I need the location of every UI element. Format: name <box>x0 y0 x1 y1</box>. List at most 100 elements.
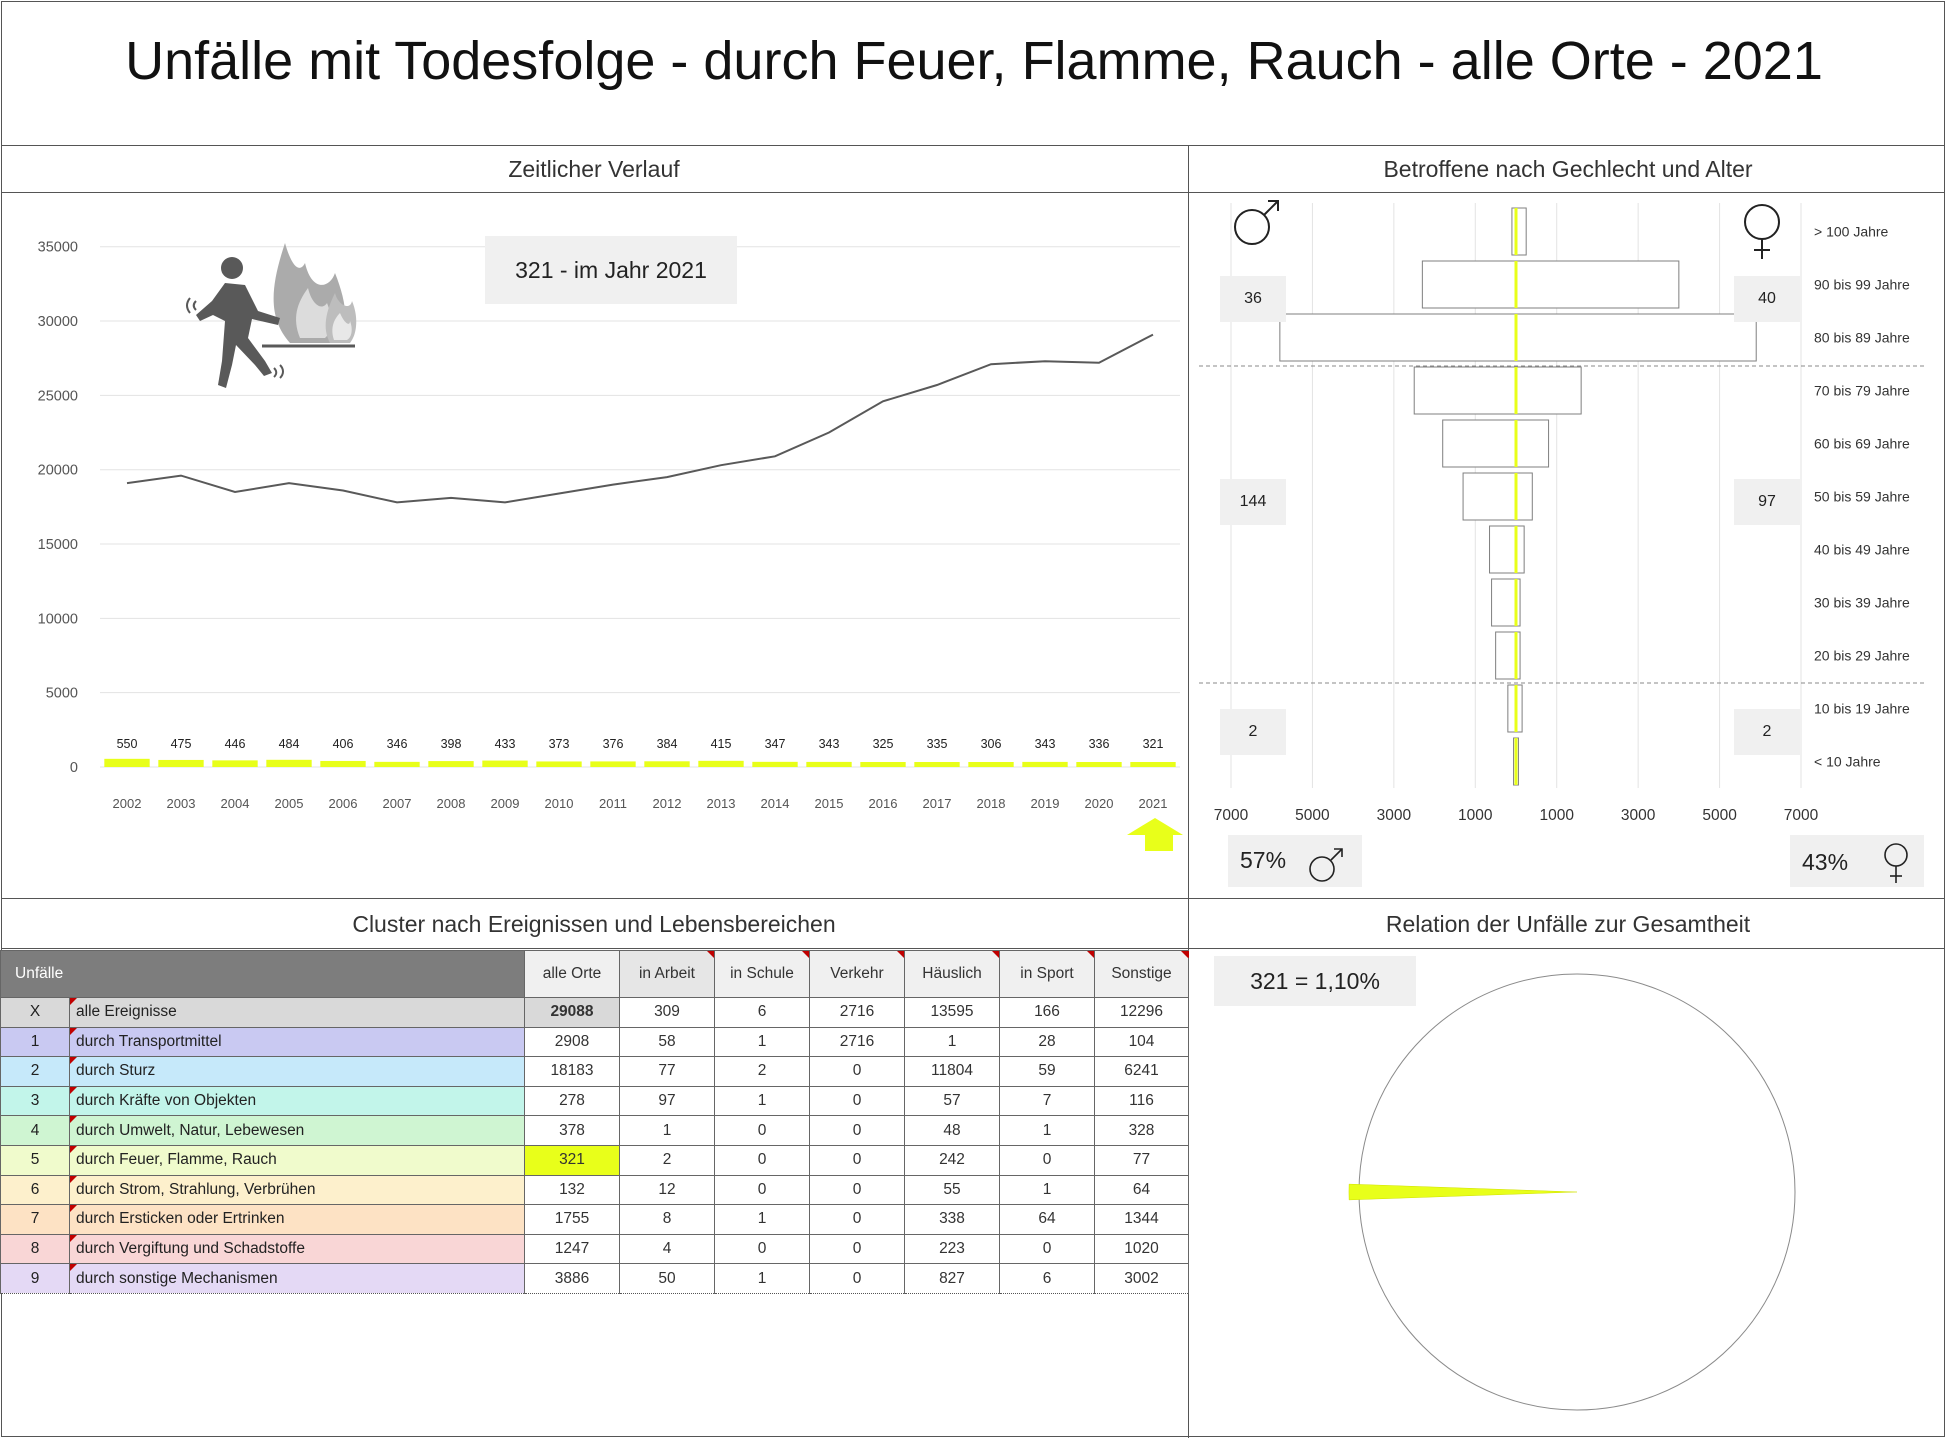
table-row[interactable]: 6 durch Strom, Strahlung, Verbrühen 132 12 0… <box>0 950 1189 1206</box>
table-row[interactable]: 7 durch Ersticken oder Ertrinken 1755 8 1 0 33… <box>0 950 1189 1235</box>
x-tick-label: 2019 <box>1031 796 1060 811</box>
header-in-schule[interactable]: in Schule <box>714 950 810 998</box>
male-bar <box>1462 472 1517 521</box>
y-tick-label: 25000 <box>38 388 78 404</box>
age-category-label: 70 bis 79 Jahre <box>1814 383 1910 399</box>
x-tick-label: 2003 <box>167 796 196 811</box>
row-id: 1 <box>0 950 1189 1058</box>
table-cell: 8 <box>619 1204 715 1235</box>
table-cell: 338 <box>904 1204 1000 1235</box>
x-tick-label: 2009 <box>491 796 520 811</box>
comment-marker <box>70 1028 77 1035</box>
x-tick-label: 2021 <box>1139 796 1168 811</box>
table-row[interactable]: 2 durch Sturz 18183 77 2 0 11804 59 6241 <box>0 950 1189 1087</box>
pyramid-title: Betroffene nach Gechlecht und Alter <box>1383 156 1753 182</box>
comment-marker <box>897 951 904 958</box>
bar-value-label: 306 <box>981 737 1002 751</box>
fire-deaths-marker <box>1514 526 1518 573</box>
table-cell: 0 <box>809 1085 905 1117</box>
table-cell: 12 <box>619 1174 715 1206</box>
female-bar <box>1515 419 1550 468</box>
table-row[interactable]: 3 durch Kräfte von Objekten 278 97 1 0 57 7 116 <box>0 950 1189 1117</box>
female-count-lower: 2 <box>1734 709 1800 755</box>
table-cell: 59 <box>999 1056 1095 1087</box>
mid-divider <box>1 898 1945 899</box>
male-count-upper: 36 <box>1220 276 1286 322</box>
age-category-label: 30 bis 39 Jahre <box>1814 595 1910 611</box>
table-cell: 48 <box>904 1115 1000 1146</box>
row-id: 6 <box>0 950 1189 1206</box>
bar-value-label: 406 <box>333 737 354 751</box>
fire-deaths-marker <box>1514 685 1518 732</box>
comment-marker <box>707 951 714 958</box>
pie-fire-slice <box>1348 1183 1578 1201</box>
fire-deaths-marker <box>1514 473 1518 520</box>
header-sonstige[interactable]: Sonstige <box>1094 950 1189 998</box>
age-category-label: 50 bis 59 Jahre <box>1814 489 1910 505</box>
x-tick-label: 2011 <box>599 796 627 811</box>
row-label: durch Vergiftung und Schadstoffe <box>69 1233 525 1265</box>
female-small-icon <box>1884 843 1908 883</box>
header-haeuslich[interactable]: Häuslich <box>904 950 1000 998</box>
table-cell: 0 <box>809 1204 905 1235</box>
fire-deaths-marker <box>1514 738 1518 785</box>
table-row[interactable]: 8 durch Vergiftung und Schadstoffe 1247 4 0 0… <box>0 950 1189 1265</box>
header-alle-orte[interactable]: alle Orte <box>524 950 620 998</box>
row-id: 7 <box>0 950 1189 1235</box>
age-category-label: 20 bis 29 Jahre <box>1814 648 1910 664</box>
table-cell: 0 <box>714 1115 810 1146</box>
header-in-sport[interactable]: in Sport <box>999 950 1095 998</box>
bar-value-label: 550 <box>117 737 138 751</box>
bar-value-label: 446 <box>225 737 246 751</box>
table-cell: 0 <box>999 1233 1095 1265</box>
female-symbol-icon <box>1744 204 1780 259</box>
comment-marker <box>70 1205 77 1213</box>
header-in-arbeit[interactable]: in Arbeit <box>619 950 715 998</box>
comment-marker <box>70 998 77 1005</box>
table-cell: 116 <box>1094 1085 1189 1117</box>
table-row[interactable]: 1 durch Transportmittel 2908 58 1 2716 1 28 104 <box>0 950 1189 1058</box>
x-tick-label: 2005 <box>275 796 304 811</box>
header-in-schule-label: in Schule <box>730 965 794 982</box>
y-tick-label: 10000 <box>38 611 78 627</box>
table-cell: 3002 <box>1094 1263 1189 1294</box>
age-category-label: > 100 Jahre <box>1814 224 1889 240</box>
fire-deaths-marker <box>1514 632 1518 679</box>
fire-deaths-bar <box>698 760 744 767</box>
bar-value-label: 321 <box>1143 737 1164 751</box>
table-cell: 12296 <box>1094 997 1189 1028</box>
table-cell: 2 <box>714 1056 810 1087</box>
header-verkehr[interactable]: Verkehr <box>809 950 905 998</box>
fire-deaths-bar <box>482 760 528 767</box>
y-tick-label: 20000 <box>38 463 78 479</box>
bar-value-label: 398 <box>441 737 462 751</box>
table-row[interactable]: 5 durch Feuer, Flamme, Rauch 321 2 0 0 242 0 77 <box>0 950 1189 1176</box>
x-tick-label: 7000 <box>1214 807 1249 824</box>
table-cell: 0 <box>714 1174 810 1206</box>
table-row[interactable]: 4 durch Umwelt, Natur, Lebewesen 378 1 0 0 48 1… <box>0 950 1189 1146</box>
table-cell: 29088 <box>524 997 620 1028</box>
table-cell: 0 <box>714 1144 810 1176</box>
x-tick-label: 1000 <box>1539 807 1574 824</box>
fire-deaths-bar <box>644 761 690 767</box>
relation-pie-chart <box>1348 973 1796 1411</box>
age-category-label: 90 bis 99 Jahre <box>1814 277 1910 293</box>
bar-value-label: 347 <box>765 737 786 751</box>
table-cell: 77 <box>619 1056 715 1087</box>
male-bar <box>1442 419 1517 468</box>
table-cell: 1344 <box>1094 1204 1189 1235</box>
table-row[interactable]: 9 durch sonstige Mechanismen 3886 50 1 0 827 6 3… <box>0 950 1189 1294</box>
table-cell: 278 <box>524 1085 620 1117</box>
y-tick-label: 30000 <box>38 314 78 330</box>
fire-deaths-marker <box>1514 367 1518 414</box>
table-header-row: Unfälle alle Orte in Arbeit in Schule Ve… <box>0 950 1189 998</box>
fire-deaths-bar <box>158 759 204 767</box>
x-tick-label: 2004 <box>221 796 250 811</box>
bar-value-label: 325 <box>873 737 894 751</box>
relation-label: 321 = 1,10% <box>1214 956 1416 1006</box>
table-cell: 1247 <box>524 1233 620 1265</box>
table-cell: 77 <box>1094 1144 1189 1176</box>
table-cell: 132 <box>524 1174 620 1206</box>
x-tick-label: 2016 <box>869 796 898 811</box>
